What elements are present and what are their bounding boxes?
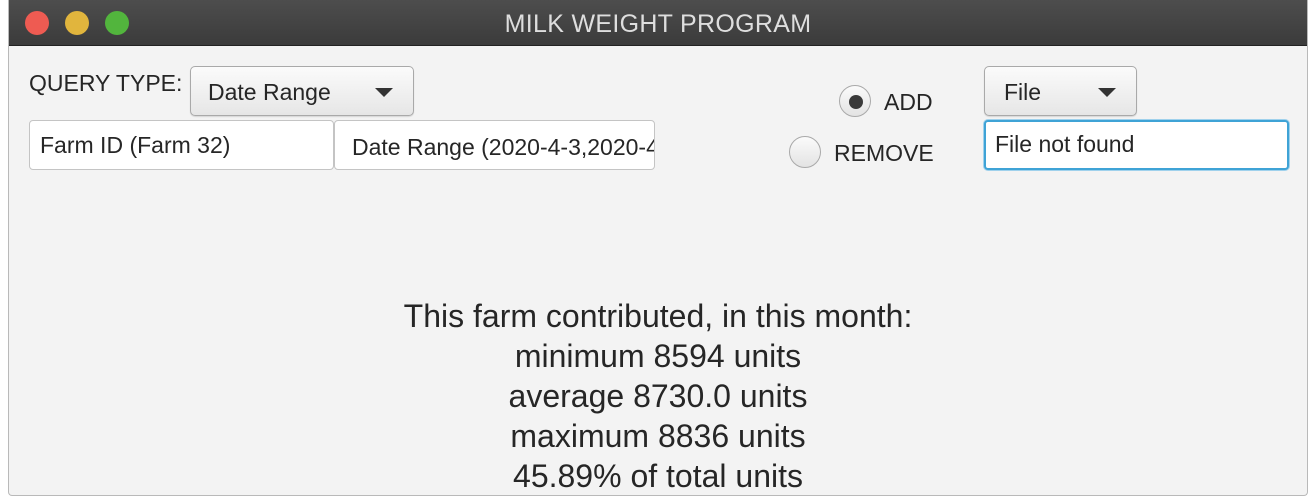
file-path-input[interactable]: File not found: [984, 120, 1289, 170]
date-range-value: Date Range (2020-4-3,2020-4-30): [352, 134, 654, 160]
app-window: MILK WEIGHT PROGRAM QUERY TYPE: Date Ran…: [8, 0, 1308, 496]
file-status-value: File not found: [995, 131, 1135, 157]
result-minimum: minimum 8594 units: [514, 338, 802, 374]
query-type-label: QUERY TYPE:: [29, 70, 183, 96]
window-title: MILK WEIGHT PROGRAM: [504, 10, 812, 38]
file-dropdown[interactable]: File: [984, 66, 1137, 116]
result-average: average 8730.0 units: [508, 378, 808, 414]
title-bar[interactable]: MILK WEIGHT PROGRAM: [9, 0, 1307, 46]
chevron-down-icon: [375, 88, 393, 97]
radio-unselected-icon: [789, 136, 821, 168]
close-window-button[interactable]: [25, 11, 49, 35]
remove-radio-label: REMOVE: [834, 140, 934, 166]
results-panel: This farm contributed, in this month: mi…: [9, 296, 1307, 495]
file-dropdown-selected: File: [1004, 79, 1042, 105]
main-content: QUERY TYPE: Date Range Farm ID (Farm 32)…: [9, 46, 1307, 495]
result-maximum: maximum 8836 units: [510, 418, 806, 454]
date-range-input[interactable]: Date Range (2020-4-3,2020-4-30): [334, 120, 655, 170]
farm-id-value: Farm ID (Farm 32): [40, 132, 231, 158]
result-percent: 45.89% of total units: [513, 458, 803, 494]
minimize-window-button[interactable]: [65, 11, 89, 35]
add-radio-label: ADD: [884, 89, 933, 115]
farm-id-input[interactable]: Farm ID (Farm 32): [29, 120, 334, 170]
radio-selected-icon: [839, 85, 871, 117]
query-type-selected: Date Range: [208, 79, 331, 105]
chevron-down-icon: [1098, 88, 1116, 97]
maximize-window-button[interactable]: [105, 11, 129, 35]
query-type-dropdown[interactable]: Date Range: [190, 66, 414, 116]
results-heading: This farm contributed, in this month:: [403, 298, 913, 334]
